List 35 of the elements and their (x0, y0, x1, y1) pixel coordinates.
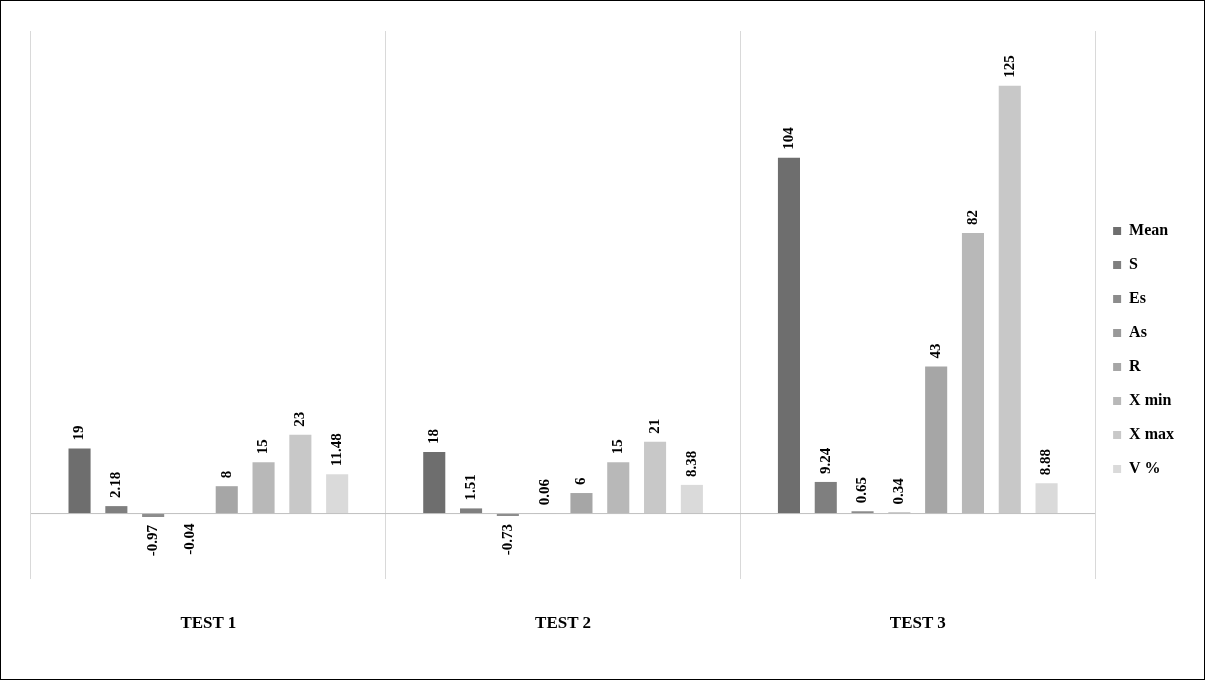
data-label: 21 (645, 418, 662, 434)
data-label: 8.88 (1037, 448, 1054, 476)
data-label: 18 (425, 428, 442, 444)
data-label: 23 (291, 411, 308, 427)
data-label: 0.06 (535, 478, 552, 506)
data-label: 1.51 (461, 474, 478, 501)
legend-label: Mean (1129, 221, 1169, 239)
data-label: 125 (1000, 55, 1017, 78)
legend-label: S (1129, 255, 1139, 273)
legend-label: As (1129, 323, 1147, 341)
legend-label: R (1129, 357, 1142, 375)
data-label: -0.97 (144, 524, 161, 557)
data-label: 104 (779, 126, 796, 150)
data-label: 0.65 (853, 477, 870, 504)
data-label: 19 (70, 425, 87, 441)
data-label: 11.48 (328, 433, 345, 467)
data-label: 6 (572, 477, 589, 486)
data-label: 82 (963, 209, 980, 225)
x-tick-label: TEST 1 (180, 613, 237, 633)
legend-label: Es (1129, 289, 1147, 307)
legend-label: V % (1129, 459, 1161, 477)
data-label: -0.73 (498, 524, 515, 556)
data-label: 8.38 (682, 450, 699, 477)
x-tick-label: TEST 2 (535, 613, 592, 633)
data-label: 2.18 (107, 471, 124, 499)
x-tick-label: TEST 3 (889, 613, 946, 633)
data-label: 9.24 (816, 447, 833, 474)
data-label: 0.34 (890, 477, 907, 505)
data-label: 15 (609, 439, 626, 455)
legend-label: X max (1129, 425, 1175, 443)
data-label: 43 (927, 343, 944, 359)
data-label: -0.04 (180, 523, 197, 555)
legend-label: X min (1129, 391, 1172, 409)
data-label: 15 (254, 439, 271, 455)
data-label: 8 (217, 470, 234, 479)
